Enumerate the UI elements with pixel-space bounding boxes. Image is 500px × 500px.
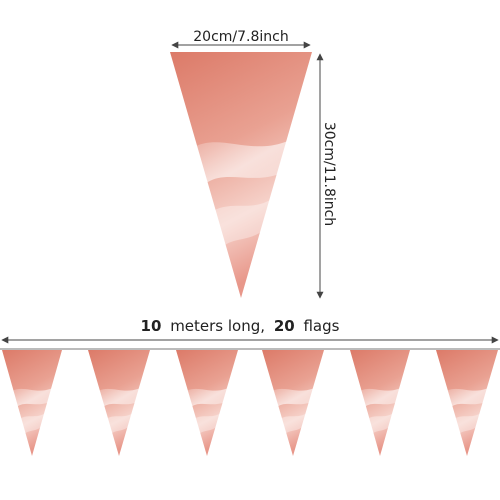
flags-text: flags [303,317,339,335]
flags-value: 20 [274,317,295,335]
bunting-flag [262,350,324,456]
large-flag [170,52,312,298]
meters-text: meters long, [170,317,265,335]
bunting-flag [88,350,150,456]
bunting-flag [176,350,238,456]
bunting-flag [2,350,62,456]
height-label: 30cm/11.8inch [321,122,337,226]
bunting-flag [350,350,410,456]
meters-value: 10 [141,317,162,335]
width-label: 20cm/7.8inch [193,29,288,45]
bunting-flag [436,350,498,456]
length-label: 10 meters long, 20 flags [141,317,340,335]
